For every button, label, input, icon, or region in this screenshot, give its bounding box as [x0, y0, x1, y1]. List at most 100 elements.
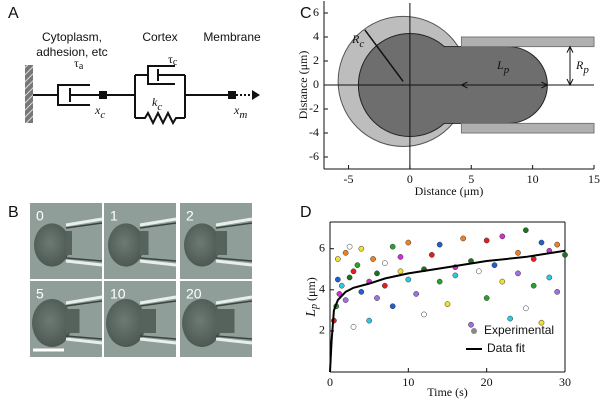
y-tick-label: 6	[319, 240, 325, 254]
x-tick-label: -5	[344, 172, 354, 186]
frame-label: 10	[110, 286, 126, 302]
mechanical-model	[25, 65, 260, 126]
symbol: τ	[168, 52, 173, 66]
region-label: Cortex	[142, 30, 177, 44]
data-point	[397, 254, 404, 260]
projection-image	[66, 309, 80, 333]
data-point	[389, 243, 396, 250]
data-point	[515, 270, 521, 277]
text-part: p	[503, 64, 510, 76]
x-tick-label: 5	[468, 172, 474, 186]
data-point	[444, 301, 451, 308]
data-point	[499, 233, 506, 240]
legend-label: Data fit	[487, 341, 526, 355]
data-point	[499, 278, 506, 285]
frame-label: 0	[36, 208, 44, 224]
pipette-image	[215, 295, 253, 345]
data-point	[483, 237, 490, 244]
y-tick-label: 4	[313, 29, 319, 43]
pipette-shadow	[139, 300, 177, 340]
x-tick-label: 0	[407, 172, 413, 186]
chart-d: 0 10 20 30 2 4 6 Experimental Data fit Time (s) Lp…	[304, 221, 571, 399]
text-part: p	[309, 304, 320, 310]
cell-image	[106, 299, 146, 347]
cell-image	[182, 299, 222, 347]
fit-line	[329, 249, 566, 373]
rp-arrow	[566, 45, 574, 87]
y-tick-label: 2	[319, 323, 325, 337]
frame-label: 2	[186, 208, 194, 224]
symbol: x	[233, 103, 240, 117]
symbol: x	[94, 103, 101, 117]
y-axis-label: Distance (μm)	[296, 51, 310, 120]
data-point	[483, 295, 490, 301]
rc-label: Rc	[351, 32, 364, 50]
text-part: R	[575, 58, 584, 72]
cell-image	[184, 223, 220, 267]
rc-arrow	[364, 29, 404, 82]
legend-marker	[471, 328, 477, 334]
xc-label: xc	[94, 103, 105, 121]
panel-label: D	[300, 204, 312, 221]
text-part: μ	[296, 64, 310, 70]
y-tick-label: 0	[313, 77, 319, 91]
data-point	[546, 274, 553, 281]
y-tick-label: 4	[319, 282, 325, 296]
x-axis-label: Distance (μm)	[415, 184, 484, 198]
data-point	[338, 282, 345, 289]
data-point	[436, 241, 443, 248]
region-label: Membrane	[203, 30, 261, 44]
data-point	[334, 276, 341, 283]
projection-image	[140, 231, 149, 255]
pipette-image	[215, 217, 253, 267]
pipette-image	[65, 295, 103, 345]
data-point	[350, 268, 357, 275]
text-part: m)	[470, 184, 483, 198]
projection-image	[140, 309, 156, 333]
pipette-shadow	[215, 300, 253, 340]
data-point	[428, 252, 435, 258]
data-point	[460, 235, 467, 242]
projection-image	[216, 309, 235, 333]
cell-image	[108, 223, 144, 267]
data-point	[342, 297, 349, 303]
text-part: L	[496, 58, 504, 72]
data-point	[405, 276, 412, 283]
y-tick-label: -2	[309, 101, 319, 115]
subscript: c	[173, 57, 178, 68]
pipette-image	[139, 295, 177, 345]
x-tick-label: 0	[327, 375, 333, 389]
subscript: c	[157, 101, 162, 113]
data-point	[538, 319, 545, 326]
data-point	[522, 305, 529, 312]
pipette-wall	[460, 36, 595, 48]
cell-image	[34, 223, 70, 267]
tau-c-label: τc	[168, 52, 178, 69]
legend-label: Experimental	[484, 323, 554, 337]
data-point	[374, 270, 380, 277]
subscript: c	[100, 109, 105, 121]
x-tick-label: 20	[481, 375, 493, 389]
data-point	[358, 289, 365, 295]
data-point	[381, 260, 388, 266]
frame-label: 1	[110, 208, 118, 224]
kc-label: kc	[152, 95, 162, 113]
y-axis-label: Lp (μm)	[304, 277, 321, 318]
data-point	[530, 282, 537, 289]
data-point	[562, 252, 568, 258]
data-point	[370, 256, 376, 262]
data-point	[538, 239, 545, 246]
subscript: a	[79, 61, 84, 72]
data-point	[515, 249, 521, 256]
pipette-image	[139, 217, 177, 267]
tau-a-label: τa	[74, 56, 84, 73]
data-point	[381, 282, 388, 289]
y-tick-label: -4	[309, 125, 319, 139]
text-part: c	[359, 38, 364, 50]
data-point	[421, 311, 427, 318]
micrographs: 0 1 2 5 10 20	[30, 203, 253, 357]
data-point	[374, 295, 380, 301]
data-point	[491, 262, 498, 269]
text-part: Distance (	[415, 184, 464, 198]
